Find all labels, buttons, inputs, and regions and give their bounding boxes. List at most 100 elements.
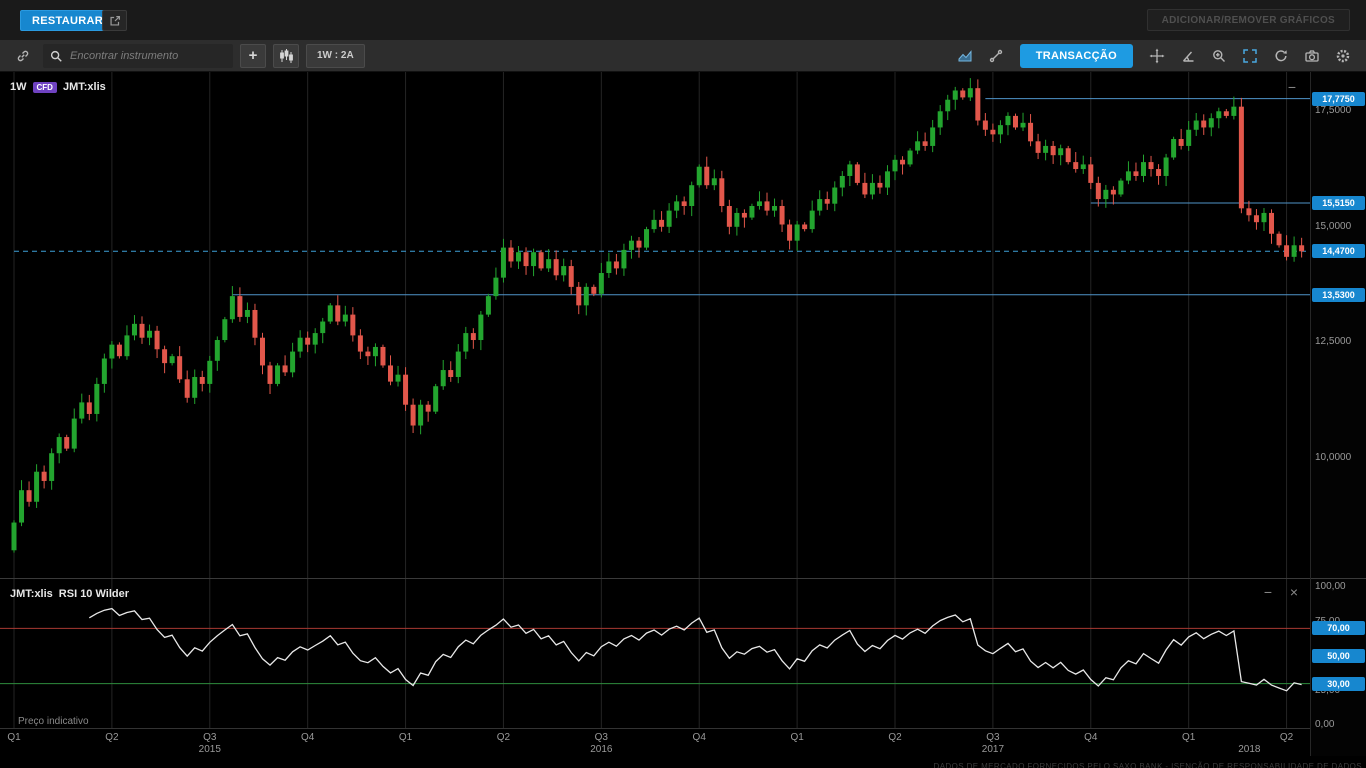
open-in-new-icon (109, 15, 120, 26)
candle (1058, 144, 1064, 166)
snapshot-button[interactable] (1299, 44, 1325, 68)
candle (591, 284, 597, 297)
add-remove-charts-button[interactable]: ADICIONAR/REMOVER GRÁFICOS (1146, 9, 1350, 31)
candle (689, 181, 695, 217)
rsi-level-badge[interactable]: 70,00 (1312, 621, 1365, 636)
candle (553, 250, 559, 281)
chart-type-button[interactable] (273, 43, 299, 68)
candle (764, 192, 770, 216)
candle (568, 259, 574, 295)
candle (440, 359, 446, 390)
candle (312, 328, 318, 354)
quarter-label: Q3 (986, 732, 1000, 743)
candle (19, 480, 25, 527)
candle (1238, 97, 1244, 214)
candle (734, 208, 740, 236)
instrument-search[interactable] (43, 43, 233, 68)
candle (1012, 113, 1018, 130)
rsi-level-badge[interactable]: 30,00 (1312, 676, 1365, 691)
candle (131, 315, 137, 341)
minimize-price-pane-button[interactable]: − (1287, 79, 1296, 95)
period-range-button[interactable]: 1W : 2A (306, 43, 365, 68)
candle (86, 394, 92, 421)
price-tick-label: 15,0000 (1315, 220, 1352, 232)
open-new-window-button[interactable] (102, 10, 127, 31)
candle (1201, 114, 1207, 135)
candlestick-chart[interactable] (0, 72, 1310, 578)
price-level-badge[interactable]: 14,4700 (1312, 244, 1365, 259)
candle (1110, 186, 1116, 205)
rsi-level-badge[interactable]: 50,00 (1312, 649, 1365, 663)
rsi-indicator-pane[interactable]: JMT:xlis RSI 10 Wilder − × Preço indicat… (0, 578, 1310, 729)
angle-tool-button[interactable] (1175, 44, 1201, 68)
rsi-tick-label: 0,00 (1315, 719, 1335, 730)
candle (237, 287, 243, 322)
candle (1193, 113, 1199, 136)
candle (485, 293, 491, 317)
candle (960, 88, 966, 100)
candle (350, 307, 356, 342)
link-icon (17, 50, 29, 61)
link-chart-button[interactable] (10, 44, 36, 68)
candle (1103, 184, 1109, 208)
candle (832, 181, 838, 212)
candle (1163, 153, 1169, 187)
candle (1043, 139, 1049, 161)
candle (1133, 162, 1139, 181)
candle (1284, 235, 1290, 261)
candle (493, 267, 499, 300)
add-instrument-button[interactable]: + (240, 43, 266, 68)
chart-toolbar: + 1W : 2A TRANSACÇÃO (0, 40, 1366, 72)
candle (839, 171, 845, 197)
candle (259, 332, 265, 375)
candle (1276, 231, 1282, 248)
quarter-label: Q4 (1084, 732, 1098, 743)
search-input[interactable] (68, 48, 227, 63)
quarter-label: Q4 (692, 732, 706, 743)
area-chart-style-button[interactable] (952, 44, 978, 68)
candle (372, 343, 378, 367)
close-rsi-pane-button[interactable]: × (1289, 584, 1298, 600)
quarter-label: Q3 (203, 732, 217, 743)
candle (448, 361, 454, 382)
rsi-instrument-label: JMT:xlis (10, 588, 53, 600)
rsi-tick-label: 75,00 (1315, 616, 1340, 628)
price-level-badge[interactable]: 13,5300 (1312, 287, 1365, 302)
restore-button[interactable]: RESTAURAR (20, 10, 115, 31)
quarter-label: Q2 (1279, 732, 1294, 743)
candle (380, 344, 386, 368)
candle (726, 199, 732, 235)
price-level-badge[interactable]: 17,7750 (1312, 91, 1365, 106)
candle (305, 331, 311, 353)
candle (222, 316, 228, 343)
zoom-in-icon (1213, 49, 1225, 62)
refresh-button[interactable] (1268, 44, 1294, 68)
price-axis[interactable]: 17,5000 15,0000 12,5000 10,0000 17,7750 15,51… (1311, 72, 1366, 578)
trend-line-tool-button[interactable] (983, 44, 1009, 68)
zoom-in-button[interactable] (1206, 44, 1232, 68)
candle (523, 247, 529, 275)
minimize-rsi-pane-button[interactable]: − (1263, 584, 1272, 600)
candle (1073, 152, 1079, 173)
price-chart-pane[interactable]: 1W CFD JMT:xlis − (0, 72, 1310, 578)
fit-expand-button[interactable] (1237, 44, 1263, 68)
price-level-badge[interactable]: 15,5150 (1312, 196, 1365, 210)
move-tool-button[interactable] (1144, 44, 1170, 68)
candle (982, 113, 988, 136)
candle (357, 329, 363, 360)
search-icon (50, 50, 62, 62)
candle (1178, 128, 1184, 150)
settings-button[interactable] (1330, 44, 1356, 68)
candle (282, 355, 288, 376)
quarter-label: Q1 (7, 732, 21, 743)
candle (696, 164, 702, 188)
candle (56, 433, 62, 464)
candle (1020, 112, 1026, 132)
rsi-chart[interactable] (0, 579, 1310, 729)
trade-button[interactable]: TRANSACÇÃO (1019, 43, 1133, 68)
candle (1118, 178, 1124, 197)
candle (26, 481, 32, 507)
candle (395, 365, 401, 387)
candle (561, 258, 567, 282)
